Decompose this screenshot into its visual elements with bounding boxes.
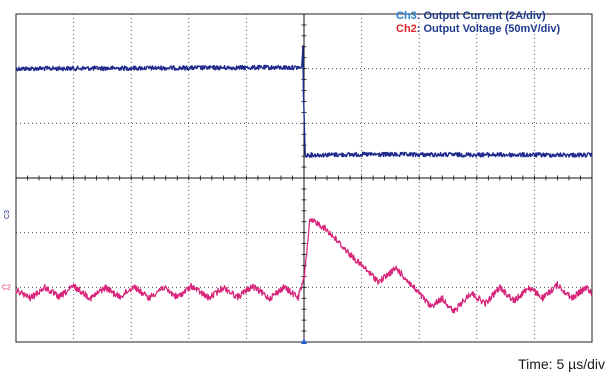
- time-per-division-label: Time: 5 µs/div: [518, 356, 605, 372]
- legend-ch2: Ch2: Output Voltage (50mV/div): [396, 23, 561, 35]
- ch3-ground-marker: C3: [4, 210, 11, 219]
- waveform-traces: [15, 45, 593, 314]
- ch2-ground-marker: C2: [2, 284, 11, 291]
- output-current-trace: [15, 45, 593, 158]
- legend-ch3-label: : Output Current (2A/div): [417, 10, 546, 22]
- legend-ch2-channel: Ch2: [396, 23, 417, 35]
- legend-ch3-channel: Ch3: [396, 10, 417, 22]
- legend: Ch3: Output Current (2A/div) Ch2: Output…: [396, 10, 561, 35]
- legend-ch3: Ch3: Output Current (2A/div): [396, 10, 546, 22]
- output-voltage-trace: [15, 218, 593, 314]
- legend-ch2-label: : Output Voltage (50mV/div): [417, 23, 561, 35]
- trigger-marker: [301, 338, 307, 344]
